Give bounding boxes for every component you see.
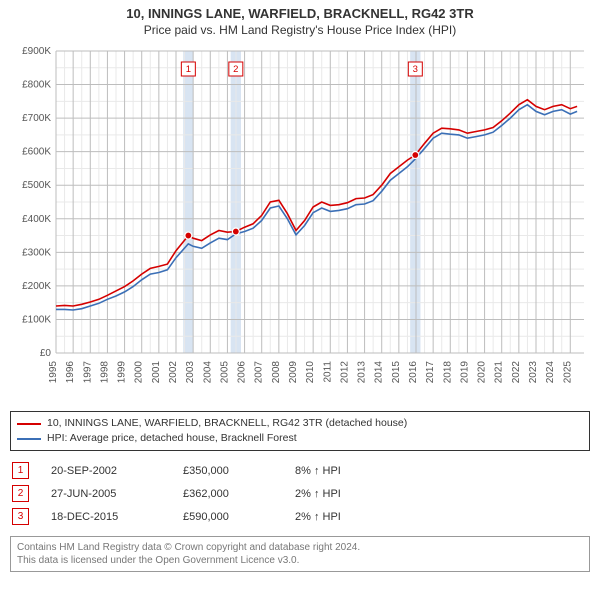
svg-text:£700K: £700K <box>22 113 51 124</box>
sale-diff-1: 8% ↑ HPI <box>295 465 405 477</box>
svg-text:£800K: £800K <box>22 80 51 91</box>
svg-text:£900K: £900K <box>22 46 51 57</box>
svg-text:2013: 2013 <box>357 361 368 384</box>
sale-price-2: £362,000 <box>183 488 273 500</box>
svg-text:2007: 2007 <box>254 361 265 384</box>
sale-date-1: 20-SEP-2002 <box>51 465 161 477</box>
sale-marker-1-num: 1 <box>18 465 24 476</box>
sale-marker-3-num: 3 <box>18 511 24 522</box>
svg-text:£400K: £400K <box>22 214 51 225</box>
svg-text:2009: 2009 <box>288 361 299 384</box>
svg-text:£200K: £200K <box>22 281 51 292</box>
svg-text:2000: 2000 <box>134 361 145 384</box>
svg-text:2018: 2018 <box>442 361 453 384</box>
sale-diff-3: 2% ↑ HPI <box>295 511 405 523</box>
sale-marker-1: 1 <box>12 462 29 479</box>
chart-title: 10, INNINGS LANE, WARFIELD, BRACKNELL, R… <box>10 6 590 21</box>
svg-text:2002: 2002 <box>168 361 179 384</box>
svg-text:£600K: £600K <box>22 147 51 158</box>
svg-text:1997: 1997 <box>82 361 93 384</box>
svg-text:1999: 1999 <box>117 361 128 384</box>
sale-marker-2: 2 <box>12 485 29 502</box>
svg-text:2006: 2006 <box>237 361 248 384</box>
table-row: 2 27-JUN-2005 £362,000 2% ↑ HPI <box>10 482 590 505</box>
legend-item-hpi: HPI: Average price, detached house, Brac… <box>17 431 583 446</box>
svg-text:£300K: £300K <box>22 247 51 258</box>
svg-text:2001: 2001 <box>151 361 162 384</box>
line-chart-svg: £0 £100K £200K £300K £400K £500K £600K £700K £80… <box>10 45 590 405</box>
svg-text:£500K: £500K <box>22 180 51 191</box>
svg-text:2011: 2011 <box>322 361 333 383</box>
footer-line-1: Contains HM Land Registry data © Crown c… <box>17 541 583 554</box>
svg-text:2019: 2019 <box>459 361 470 384</box>
chart-container: 10, INNINGS LANE, WARFIELD, BRACKNELL, R… <box>0 0 600 580</box>
sale-marker-2-num: 2 <box>18 488 24 499</box>
svg-text:2005: 2005 <box>219 361 230 384</box>
svg-text:2023: 2023 <box>528 361 539 384</box>
svg-text:3: 3 <box>413 64 418 75</box>
svg-text:1: 1 <box>186 64 191 75</box>
svg-text:2003: 2003 <box>185 361 196 384</box>
sales-table: 1 20-SEP-2002 £350,000 8% ↑ HPI 2 27-JUN… <box>10 459 590 528</box>
sale-price-1: £350,000 <box>183 465 273 477</box>
svg-text:2021: 2021 <box>494 361 505 384</box>
svg-text:2004: 2004 <box>202 361 213 384</box>
legend-swatch-hpi <box>17 438 41 440</box>
sale-date-2: 27-JUN-2005 <box>51 488 161 500</box>
svg-text:1996: 1996 <box>65 361 76 384</box>
footer-line-2: This data is licensed under the Open Gov… <box>17 554 583 567</box>
svg-text:2012: 2012 <box>339 361 350 384</box>
svg-text:1995: 1995 <box>48 361 59 384</box>
chart-plot-area: £0 £100K £200K £300K £400K £500K £600K £700K £80… <box>10 45 590 405</box>
legend-label-property: 10, INNINGS LANE, WARFIELD, BRACKNELL, R… <box>47 416 407 431</box>
attribution-footer: Contains HM Land Registry data © Crown c… <box>10 536 590 572</box>
sale-price-3: £590,000 <box>183 511 273 523</box>
svg-text:2024: 2024 <box>545 361 556 384</box>
legend-item-property: 10, INNINGS LANE, WARFIELD, BRACKNELL, R… <box>17 416 583 431</box>
svg-text:2020: 2020 <box>477 361 488 384</box>
svg-text:1998: 1998 <box>99 361 110 384</box>
svg-text:2025: 2025 <box>562 361 573 384</box>
sale-diff-2: 2% ↑ HPI <box>295 488 405 500</box>
sale-marker-3: 3 <box>12 508 29 525</box>
svg-text:2015: 2015 <box>391 361 402 384</box>
table-row: 1 20-SEP-2002 £350,000 8% ↑ HPI <box>10 459 590 482</box>
sale-date-3: 18-DEC-2015 <box>51 511 161 523</box>
chart-legend: 10, INNINGS LANE, WARFIELD, BRACKNELL, R… <box>10 411 590 451</box>
svg-text:2010: 2010 <box>305 361 316 384</box>
table-row: 3 18-DEC-2015 £590,000 2% ↑ HPI <box>10 505 590 528</box>
svg-text:2008: 2008 <box>271 361 282 384</box>
svg-text:£100K: £100K <box>22 314 51 325</box>
svg-text:2016: 2016 <box>408 361 419 384</box>
svg-text:2017: 2017 <box>425 361 436 384</box>
svg-text:2022: 2022 <box>511 361 522 384</box>
svg-text:£0: £0 <box>40 348 52 359</box>
svg-text:2014: 2014 <box>374 361 385 384</box>
legend-label-hpi: HPI: Average price, detached house, Brac… <box>47 431 297 446</box>
legend-swatch-property <box>17 423 41 425</box>
chart-subtitle: Price paid vs. HM Land Registry's House … <box>10 23 590 37</box>
svg-text:2: 2 <box>233 64 238 75</box>
